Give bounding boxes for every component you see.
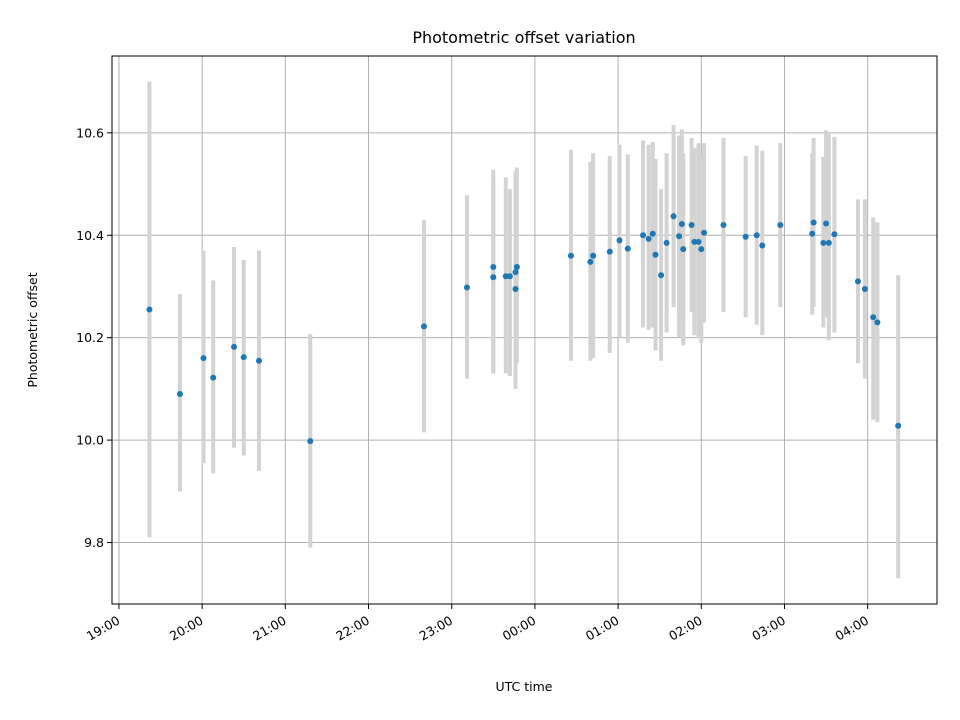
y-axis-ticks: 9.8 10.0 10.2 10.4 10.6 bbox=[76, 125, 112, 550]
data-point bbox=[753, 232, 760, 239]
data-point bbox=[825, 239, 832, 246]
data-point bbox=[240, 354, 247, 361]
data-point bbox=[606, 248, 613, 255]
data-point bbox=[691, 238, 698, 245]
data-point bbox=[695, 238, 702, 245]
data-point bbox=[663, 239, 670, 246]
data-point bbox=[616, 237, 623, 244]
data-point bbox=[490, 264, 497, 271]
data-point bbox=[231, 343, 238, 350]
data-point bbox=[590, 252, 597, 259]
y-tick-label: 10.0 bbox=[76, 433, 104, 448]
data-point bbox=[146, 306, 153, 313]
data-point bbox=[255, 357, 262, 364]
data-point bbox=[809, 230, 816, 237]
data-point bbox=[463, 284, 470, 291]
point-layer bbox=[146, 213, 902, 445]
data-point bbox=[820, 239, 827, 246]
data-point bbox=[624, 245, 631, 252]
data-point bbox=[658, 272, 665, 279]
data-point bbox=[698, 246, 705, 253]
data-point bbox=[688, 222, 695, 229]
data-point bbox=[895, 422, 902, 429]
data-point bbox=[176, 391, 183, 398]
data-point bbox=[759, 242, 766, 249]
y-axis-label: Photometric offset bbox=[25, 272, 40, 387]
data-point bbox=[874, 319, 881, 326]
y-tick-label: 9.8 bbox=[84, 535, 104, 550]
y-tick-label: 10.6 bbox=[76, 125, 104, 140]
data-point bbox=[512, 269, 519, 276]
data-point bbox=[649, 230, 656, 237]
data-point bbox=[490, 274, 497, 281]
data-point bbox=[854, 278, 861, 285]
data-point bbox=[513, 264, 520, 271]
data-point bbox=[512, 286, 519, 293]
data-point bbox=[506, 273, 513, 280]
data-point bbox=[680, 246, 687, 253]
data-point bbox=[742, 233, 749, 240]
data-point bbox=[587, 258, 594, 265]
data-point bbox=[861, 286, 868, 293]
data-point bbox=[645, 235, 652, 242]
plot-frame bbox=[111, 55, 938, 605]
data-point bbox=[720, 222, 727, 229]
grid-layer bbox=[112, 56, 937, 604]
data-point bbox=[502, 273, 509, 280]
data-point bbox=[307, 438, 314, 445]
data-point bbox=[652, 251, 659, 258]
data-point bbox=[831, 231, 838, 238]
data-point bbox=[200, 355, 207, 362]
data-point bbox=[420, 323, 427, 330]
data-point bbox=[870, 314, 877, 321]
y-tick-label: 10.4 bbox=[76, 228, 104, 243]
data-point bbox=[210, 374, 217, 381]
data-point bbox=[777, 222, 784, 229]
x-axis-label: UTC time bbox=[496, 679, 553, 694]
chart-title: Photometric offset variation bbox=[412, 28, 635, 47]
data-point bbox=[640, 232, 647, 239]
y-tick-label: 10.2 bbox=[76, 330, 104, 345]
data-point bbox=[670, 213, 677, 220]
data-point bbox=[676, 233, 683, 240]
data-point bbox=[567, 252, 574, 259]
data-point bbox=[701, 229, 708, 236]
data-point bbox=[810, 219, 817, 226]
data-point bbox=[678, 220, 685, 227]
data-point bbox=[823, 220, 830, 227]
